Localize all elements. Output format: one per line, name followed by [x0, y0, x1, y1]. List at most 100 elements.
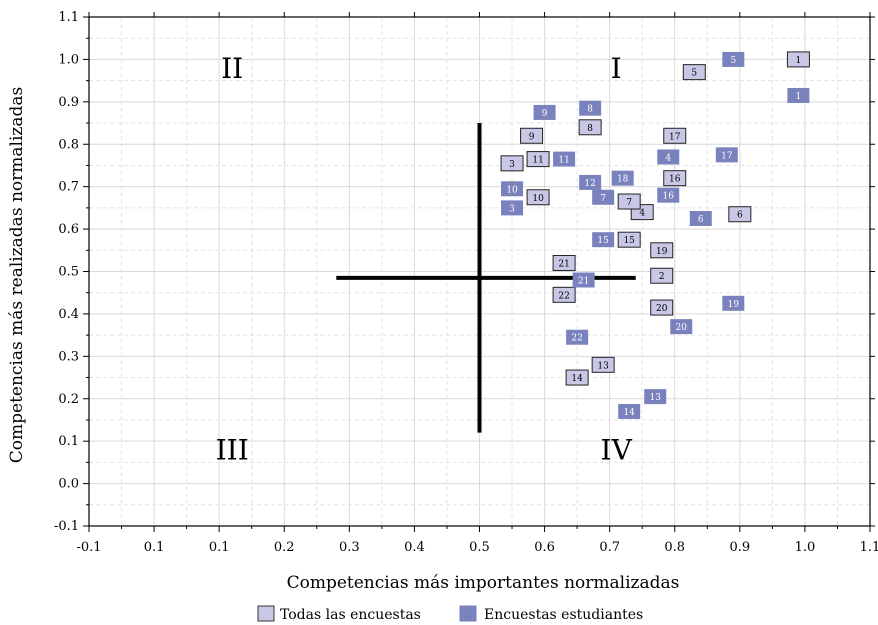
marker-all-surveys: 21	[552, 255, 576, 272]
marker-box-all	[728, 206, 752, 223]
marker-all-surveys: 20	[650, 299, 674, 316]
marker-all-surveys: 7	[617, 193, 641, 210]
marker-box-students	[644, 389, 667, 405]
x-tick-label: 0.6	[534, 540, 555, 555]
marker-label: 2	[659, 272, 665, 282]
marker-box-students	[553, 151, 576, 167]
x-tick-label: 1.0	[795, 540, 816, 555]
marker-label: 3	[509, 160, 515, 170]
legend: Todas las encuestas Encuestas estudiante…	[257, 605, 643, 623]
marker-box-students	[618, 403, 641, 419]
marker-box-all	[663, 127, 687, 144]
y-tick-label: 0.8	[58, 137, 79, 152]
marker-student-surveys: 19	[722, 295, 745, 311]
marker-student-surveys: 20	[670, 319, 693, 335]
marker-student-surveys: 12	[579, 174, 602, 190]
y-tick-label: 0.1	[58, 434, 79, 449]
marker-box-all	[617, 231, 641, 248]
marker-all-surveys: 9	[520, 127, 544, 144]
y-axis-title: Competencias más realizadas normalizadas	[7, 87, 27, 463]
marker-student-surveys: 6	[689, 210, 712, 226]
marker-box-all	[552, 286, 576, 303]
marker-label: 19	[728, 300, 740, 310]
legend-swatch-students	[459, 605, 477, 622]
marker-label: 6	[737, 211, 743, 221]
axis-ticks: -0.1 0.1 0.1 0.2 0.3 0.4 0.5 0.6 0.7 0.8 0.9 1.0 1.1…	[54, 10, 878, 555]
marker-box-students	[657, 149, 680, 165]
y-tick-label: 0.5	[58, 265, 79, 280]
marker-label: 4	[639, 209, 645, 219]
data-points: 1234567891011131415161719202122134567891…	[500, 51, 810, 419]
marker-all-surveys: 11	[526, 151, 550, 168]
quadrant-label-iii: III	[216, 434, 249, 467]
marker-box-students	[611, 170, 634, 186]
quadrant-label-i: I	[611, 52, 622, 85]
marker-box-students	[787, 87, 810, 103]
x-tick-label: 0.7	[599, 540, 620, 555]
x-tick-label: 0.3	[339, 540, 360, 555]
marker-label: 22	[558, 291, 569, 301]
marker-student-surveys: 8	[579, 100, 602, 116]
marker-box-students	[670, 319, 693, 335]
x-tick-label: 0.5	[469, 540, 490, 555]
x-tick-label: 0.9	[729, 540, 750, 555]
quadrant-label-iv: IV	[601, 434, 633, 467]
marker-box-all	[552, 255, 576, 272]
marker-student-surveys: 13	[644, 389, 667, 405]
marker-label: 3	[509, 204, 515, 214]
marker-box-students	[501, 181, 524, 197]
marker-label: 18	[617, 175, 629, 185]
marker-label: 5	[691, 69, 697, 79]
marker-box-all	[663, 170, 687, 187]
marker-box-students	[592, 189, 615, 205]
x-tick-label: 0.4	[404, 540, 425, 555]
marker-box-students	[566, 329, 589, 345]
marker-all-surveys: 5	[682, 64, 706, 81]
marker-label: 16	[663, 192, 675, 202]
marker-all-surveys: 8	[578, 119, 602, 136]
marker-box-students	[572, 272, 595, 288]
marker-label: 15	[623, 236, 635, 246]
y-tick-label: 1.1	[58, 10, 79, 25]
marker-student-surveys: 7	[592, 189, 615, 205]
marker-label: 14	[571, 374, 583, 384]
marker-box-students	[722, 295, 745, 311]
marker-all-surveys: 22	[552, 286, 576, 303]
marker-label: 1	[796, 56, 802, 66]
marker-box-all	[650, 242, 674, 259]
marker-box-students	[715, 147, 738, 163]
marker-student-surveys: 16	[657, 187, 680, 203]
legend-label-students: Encuestas estudiantes	[484, 607, 643, 623]
marker-student-surveys: 1	[787, 87, 810, 103]
marker-student-surveys: 18	[611, 170, 634, 186]
marker-label: 21	[578, 276, 589, 286]
marker-box-students	[689, 210, 712, 226]
marker-student-surveys: 9	[533, 104, 556, 120]
legend-swatch-all	[257, 605, 275, 622]
marker-all-surveys: 19	[650, 242, 674, 259]
x-tick-label: 0.8	[664, 540, 685, 555]
x-axis-title: Competencias más importantes normalizada…	[287, 573, 680, 593]
quadrant-label-ii: II	[221, 52, 243, 85]
marker-all-surveys: 1	[786, 51, 810, 68]
y-tick-label: 0.3	[58, 349, 79, 364]
marker-box-all	[578, 119, 602, 136]
marker-label: 7	[626, 198, 632, 208]
y-tick-label: -0.1	[54, 519, 79, 534]
marker-label: 9	[529, 132, 535, 142]
marker-student-surveys: 10	[501, 181, 524, 197]
marker-label: 14	[623, 408, 635, 418]
marker-label: 9	[542, 109, 548, 119]
marker-label: 21	[558, 260, 569, 270]
marker-box-all	[526, 189, 550, 206]
marker-label: 7	[600, 194, 606, 204]
marker-box-students	[579, 174, 602, 190]
marker-all-surveys: 3	[500, 155, 524, 172]
x-tick-label: 0.2	[274, 540, 295, 555]
marker-label: 11	[558, 156, 569, 166]
marker-box-all	[565, 369, 589, 386]
marker-label: 10	[506, 185, 518, 195]
marker-student-surveys: 5	[722, 51, 745, 67]
